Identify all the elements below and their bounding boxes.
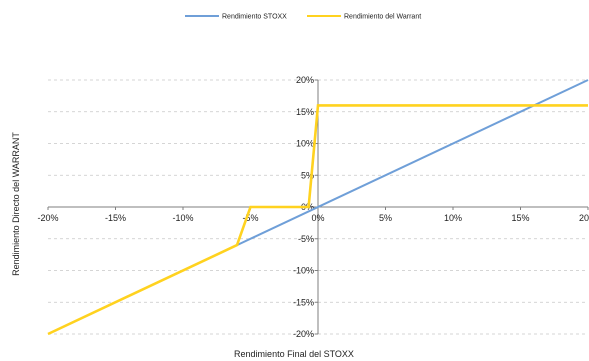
x-tick-label: -5%: [242, 213, 258, 223]
y-tick-label: 5%: [301, 170, 314, 180]
y-tick-label: -10%: [293, 266, 314, 276]
y-axis-title: Rendimiento Directo del WARRANT: [11, 132, 21, 276]
series-line-stoxx: [236, 79, 589, 247]
y-tick-label: 15%: [296, 107, 314, 117]
x-axis-title: Rendimiento Final del STOXX: [234, 349, 354, 359]
x-tick-label: -20%: [37, 213, 58, 223]
x-tick-label: 5%: [379, 213, 392, 223]
y-tick-label: 10%: [296, 139, 314, 149]
series-line-warrant: [47, 104, 588, 336]
x-tick-label: 10%: [444, 213, 462, 223]
legend-label: Rendimiento STOXX: [222, 14, 287, 21]
x-tick-label: 20%: [579, 213, 589, 223]
x-tick-label: 15%: [511, 213, 529, 223]
y-tick-label: -5%: [298, 234, 314, 244]
y-tick-label: -20%: [293, 329, 314, 339]
y-tick-label: -15%: [293, 297, 314, 307]
y-tick-label: 20%: [296, 75, 314, 85]
x-tick-label: -10%: [172, 213, 193, 223]
legend: Rendimiento STOXX Rendimiento del Warrant: [185, 14, 421, 21]
legend-label: Rendimiento del Warrant: [344, 14, 421, 21]
series-layer: [47, 79, 589, 336]
x-tick-label: 0%: [311, 213, 324, 223]
x-tick-label: -15%: [105, 213, 126, 223]
